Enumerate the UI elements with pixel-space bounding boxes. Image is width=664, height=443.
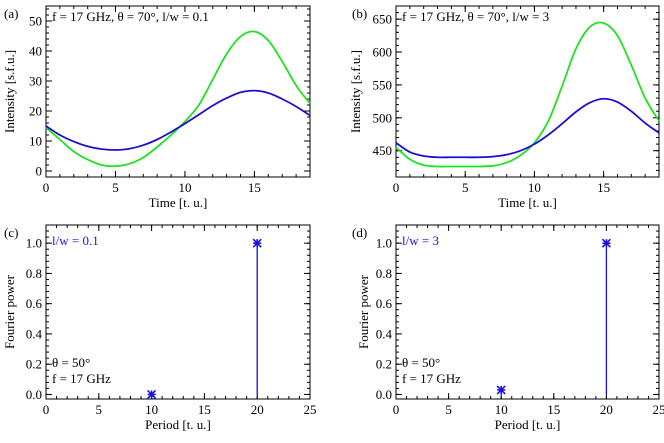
y-tick-label: 0.6	[376, 296, 393, 311]
panel-label: (a)	[4, 6, 18, 21]
plot-frame	[395, 224, 660, 400]
panel-a: 0 5 10 15 0 10 20 30 40 50 Time [t. u.] Intensity […	[2, 5, 311, 210]
x-tick-label: 0	[393, 180, 400, 195]
x-tick-label: 20	[251, 402, 264, 417]
y-tick-label: 50	[29, 14, 42, 29]
x-tick-label: 25	[653, 402, 664, 417]
y-axis-label: Intensity [s.f.u.]	[2, 50, 17, 133]
y-tick-label: 30	[29, 74, 42, 89]
panel-label: (d)	[352, 225, 367, 240]
y-tick-label: 650	[373, 12, 393, 27]
fourier-point	[496, 385, 506, 395]
fourier-point-stroke	[601, 238, 611, 248]
panel-d: 0 5 10 15 20 25 0.0 0.2 0.4 0.6 0.8 1.0 Period [t. u…	[352, 224, 664, 432]
y-tick-label: 500	[373, 110, 393, 125]
panel-annotation-frequency: f = 17 GHz	[402, 371, 461, 386]
y-tick-label: 20	[29, 104, 42, 119]
y-axis-label: Intensity [s.f.u.]	[348, 50, 363, 133]
panel-annotation-angle: θ = 50°	[52, 355, 90, 370]
x-axis-label: Time [t. u.]	[498, 195, 557, 210]
series-line-0	[395, 21, 660, 168]
plot-frame	[45, 224, 311, 400]
panel-annotation: f = 17 GHz, θ = 70°, l/w = 3	[402, 9, 549, 24]
y-tick-label: 1.0	[376, 236, 392, 251]
x-tick-label: 15	[597, 180, 610, 195]
panel-annotation-frequency: f = 17 GHz	[52, 371, 111, 386]
fourier-point	[147, 389, 157, 400]
panel-label: (b)	[352, 6, 367, 21]
y-tick-label: 0.4	[376, 326, 393, 341]
y-axis-label: Fourier power	[2, 274, 17, 349]
y-tick-label: 0.8	[26, 266, 42, 281]
x-tick-label: 10	[495, 402, 508, 417]
y-axis-label: Fourier power	[356, 274, 371, 349]
y-tick-label: 40	[29, 44, 42, 59]
y-tick-label: 0.2	[376, 357, 392, 372]
y-tick-label: 0.2	[26, 357, 42, 372]
plot-frame	[395, 5, 660, 178]
plot-frame	[45, 5, 311, 178]
x-tick-label: 5	[462, 180, 469, 195]
panel-annotation: f = 17 GHz, θ = 70°, l/w = 0.1	[52, 9, 209, 24]
x-tick-label: 15	[198, 402, 211, 417]
panel-annotation-ratio: l/w = 0.1	[52, 233, 99, 248]
y-tick-label: 0.6	[26, 296, 43, 311]
y-tick-label: 0.0	[376, 387, 392, 402]
x-tick-label: 5	[112, 180, 119, 195]
x-tick-label: 5	[445, 402, 452, 417]
series-line-1	[45, 89, 311, 151]
y-tick-label: 10	[29, 134, 42, 149]
y-tick-label: 1.0	[26, 236, 42, 251]
panel-annotation-angle: θ = 50°	[402, 355, 440, 370]
x-axis-label: Period [t. u.]	[495, 417, 561, 432]
x-tick-label: 15	[248, 180, 261, 195]
y-tick-label: 0.4	[26, 326, 43, 341]
y-tick-label: 550	[373, 77, 393, 92]
x-axis-label: Time [t. u.]	[149, 195, 208, 210]
x-axis-label: Period [t. u.]	[145, 417, 211, 432]
x-tick-label: 10	[178, 180, 191, 195]
y-tick-label: 0.8	[376, 266, 392, 281]
y-tick-label: 0	[36, 164, 43, 179]
x-tick-label: 0	[43, 402, 50, 417]
x-tick-label: 0	[393, 402, 400, 417]
panel-annotation-ratio: l/w = 3	[402, 233, 439, 248]
panel-b: 0 5 10 15 450 500 550 600 650 Time [t. u.] Intensi…	[348, 5, 660, 210]
fourier-point	[601, 238, 611, 248]
x-tick-label: 15	[547, 402, 560, 417]
fourier-point-stroke	[147, 389, 157, 400]
y-tick-label: 450	[373, 143, 393, 158]
x-tick-label: 5	[96, 402, 103, 417]
x-tick-label: 0	[43, 180, 50, 195]
fourier-point-stroke	[496, 385, 506, 395]
series-line-1	[395, 97, 660, 159]
x-tick-label: 25	[304, 402, 317, 417]
x-tick-label: 10	[528, 180, 541, 195]
x-tick-label: 20	[600, 402, 613, 417]
panel-c: 0 5 10 15 20 25 0.0 0.2 0.4 0.6 0.8 1.0 Period [t. u…	[2, 224, 317, 432]
fourier-point	[252, 238, 262, 248]
y-tick-label: 0.0	[26, 387, 42, 402]
fourier-point-stroke	[252, 238, 262, 248]
x-tick-label: 10	[145, 402, 158, 417]
y-tick-label: 600	[373, 45, 393, 60]
panel-label: (c)	[4, 225, 18, 240]
